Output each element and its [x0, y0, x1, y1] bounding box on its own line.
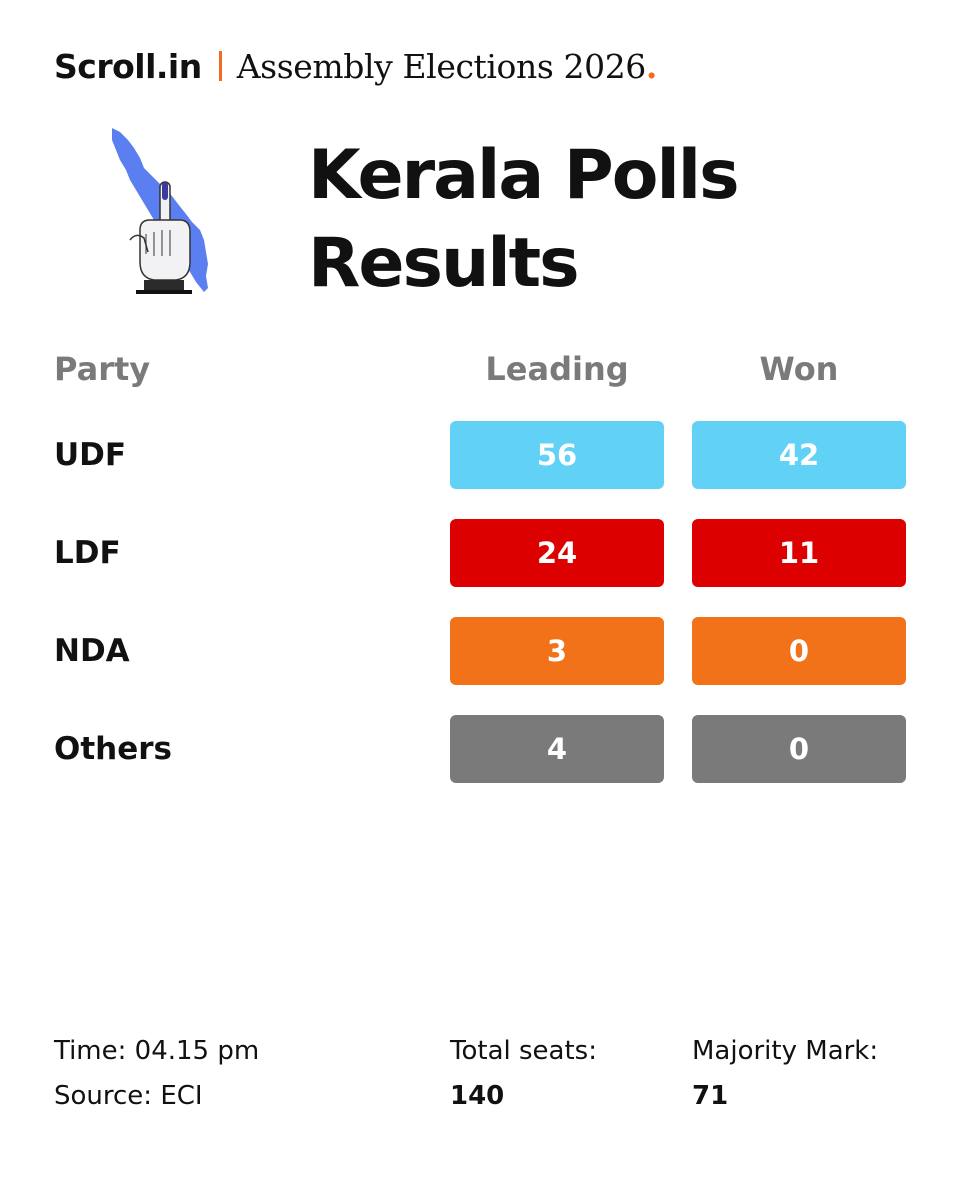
column-header-won: Won: [759, 350, 839, 388]
source-text: Source: ECI: [54, 1081, 203, 1111]
kerala-map-icon: [100, 122, 220, 302]
brand-logo: Scroll.in: [54, 46, 202, 86]
total-seats-label: Total seats:: [450, 1036, 597, 1066]
title-line-2: Results: [308, 224, 580, 303]
column-header-leading: Leading: [485, 350, 629, 388]
edition-dot: .: [645, 46, 657, 86]
edition-title: Assembly Elections 2026.: [236, 46, 658, 86]
table-row-ldf: LDF 24 11: [0, 519, 960, 587]
majority-mark-label: Majority Mark:: [692, 1036, 879, 1066]
time-text: Time: 04.15 pm: [54, 1036, 260, 1066]
won-count-cell: 42: [692, 421, 906, 489]
header: Scroll.in Assembly Elections 2026.: [54, 42, 657, 90]
party-name: LDF: [54, 535, 121, 571]
leading-count-cell: 4: [450, 715, 664, 783]
total-seats-value: 140: [450, 1081, 505, 1111]
table-row-nda: NDA 3 0: [0, 617, 960, 685]
table-row-udf: UDF 56 42: [0, 421, 960, 489]
leading-count-cell: 3: [450, 617, 664, 685]
edition-text: Assembly Elections 2026: [236, 46, 647, 86]
majority-mark-value: 71: [692, 1081, 729, 1111]
title-line-1: Kerala Polls: [308, 136, 740, 215]
party-name: Others: [54, 731, 173, 767]
won-count-cell: 0: [692, 617, 906, 685]
party-name: UDF: [54, 437, 127, 473]
leading-count-cell: 24: [450, 519, 664, 587]
table-row-others: Others 4 0: [0, 715, 960, 783]
leading-count-cell: 56: [450, 421, 664, 489]
party-name: NDA: [54, 633, 130, 669]
inked-finger-icon: [129, 181, 192, 294]
won-count-cell: 11: [692, 519, 906, 587]
page-title: Kerala Polls Results: [308, 132, 908, 308]
won-count-cell: 0: [692, 715, 906, 783]
column-header-party: Party: [54, 350, 151, 388]
header-divider: [218, 51, 222, 81]
